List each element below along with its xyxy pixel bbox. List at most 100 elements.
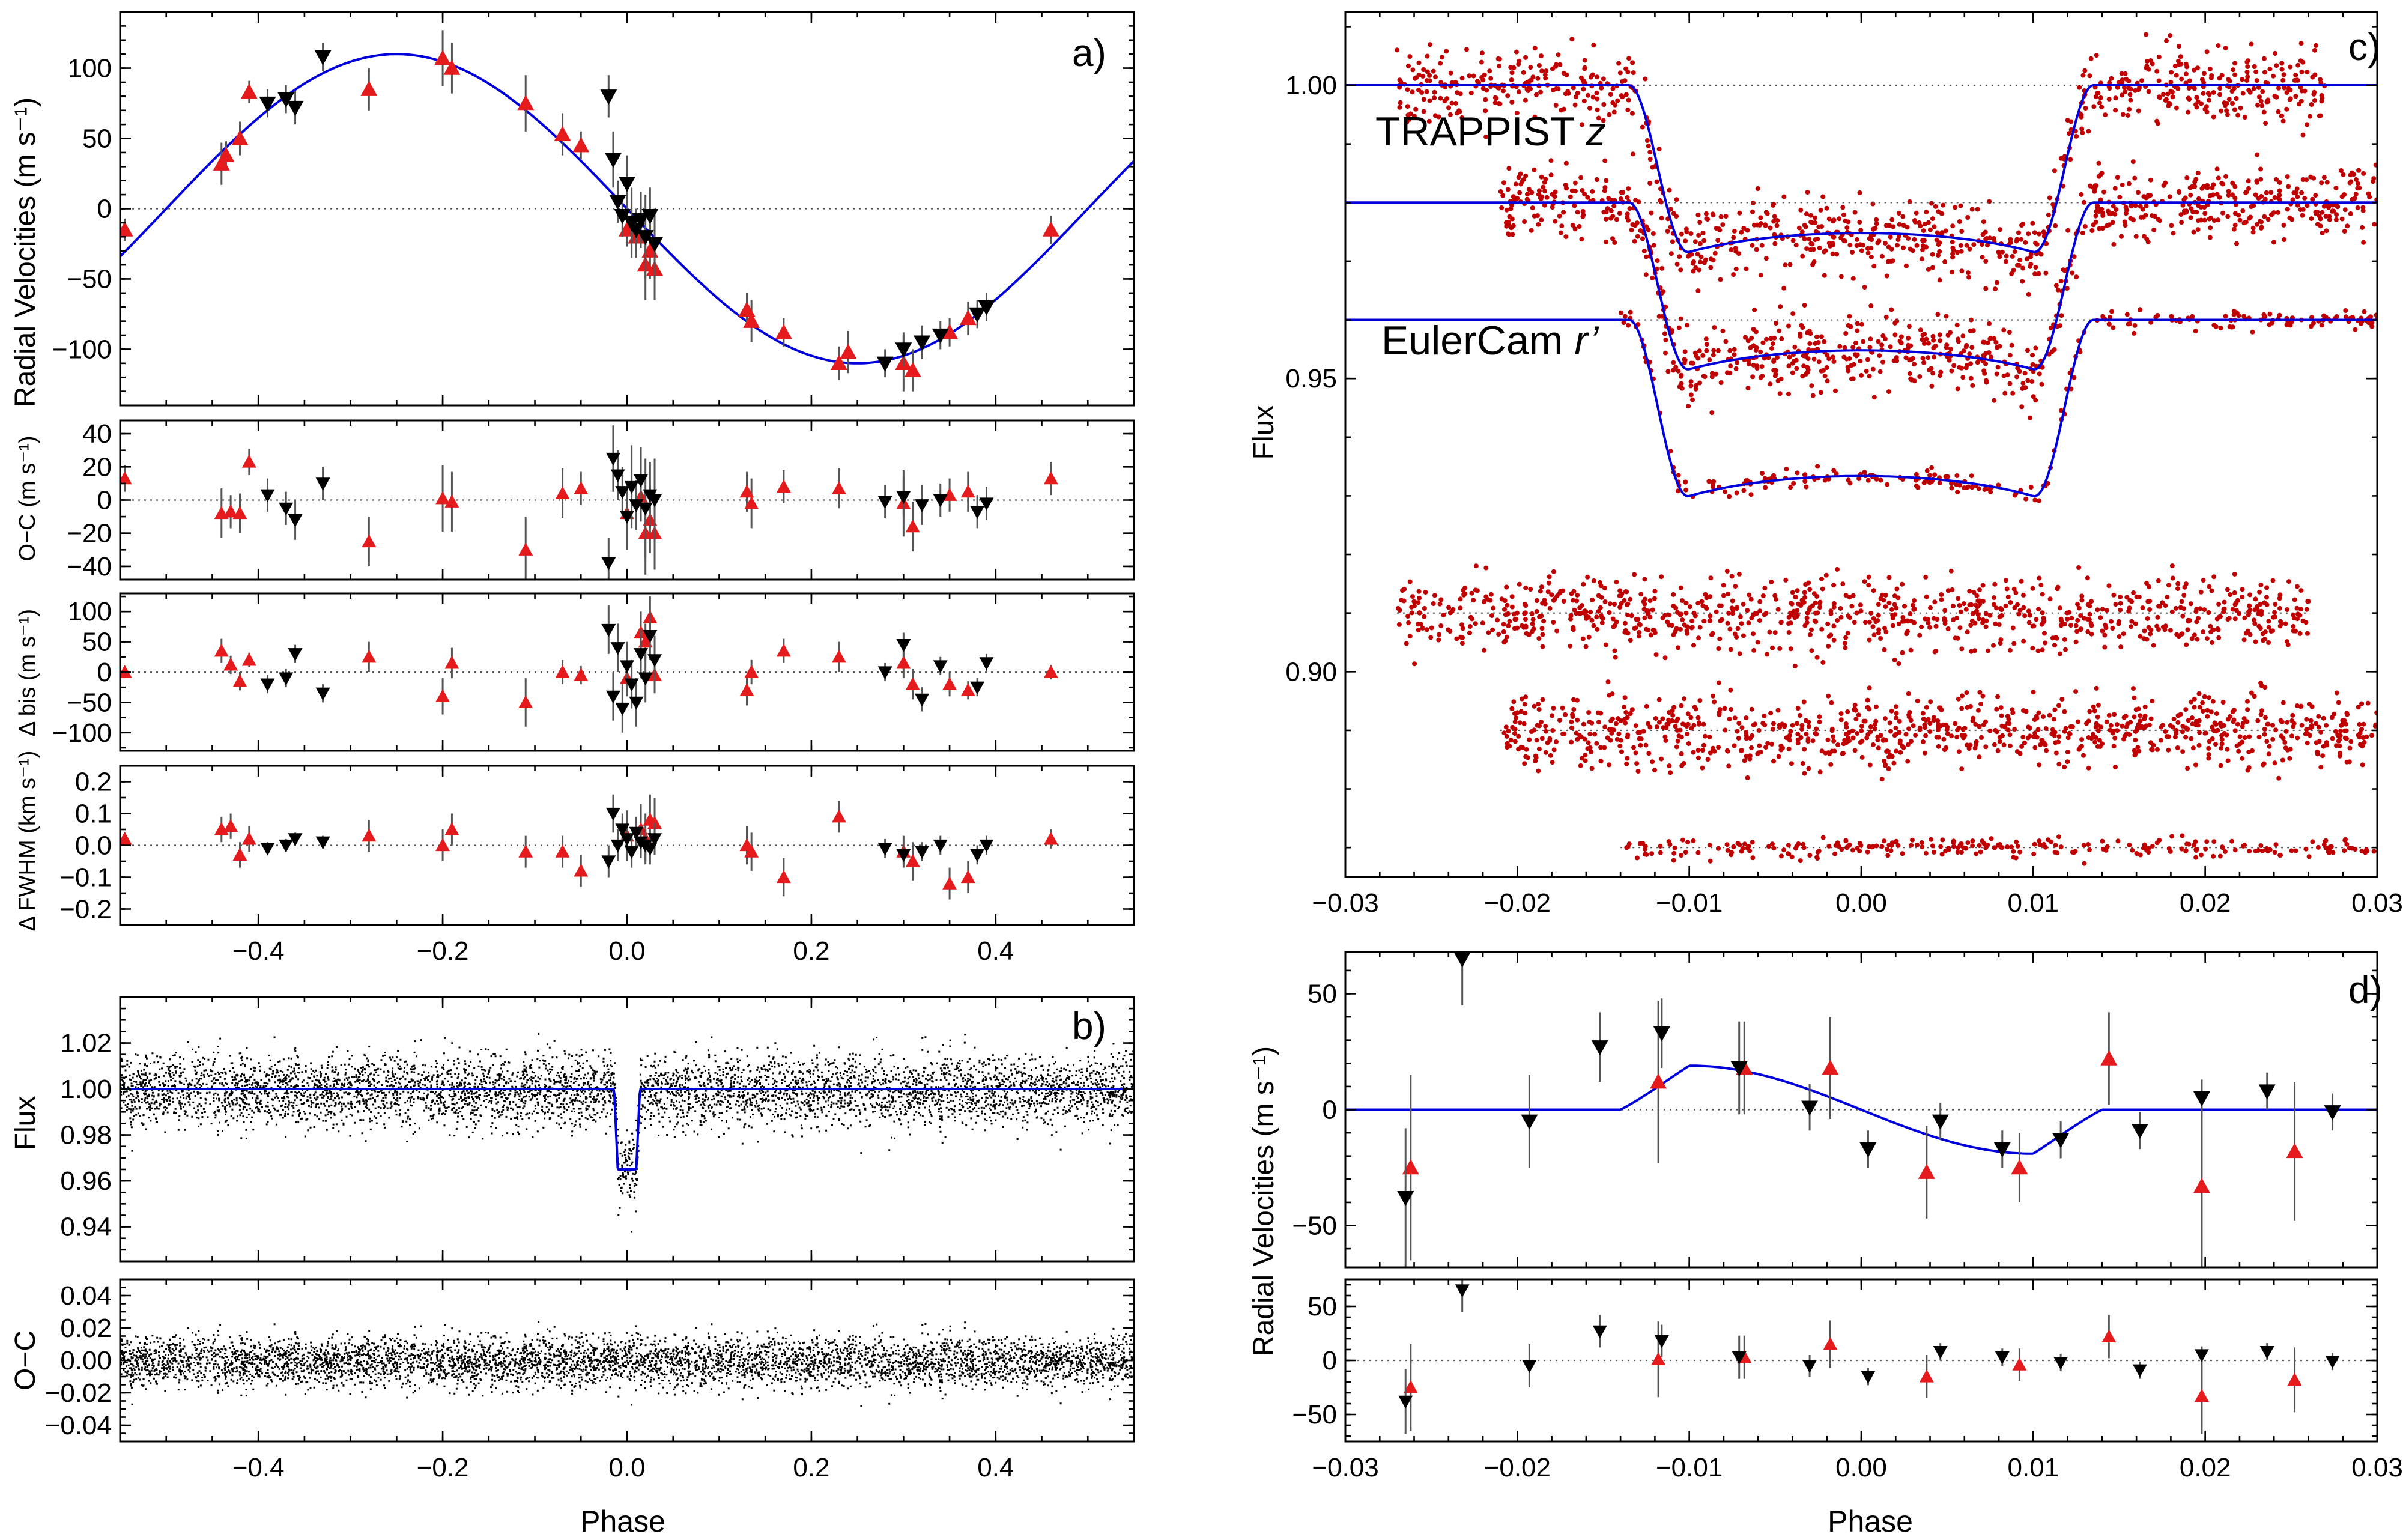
rv-point-up <box>435 689 450 702</box>
lightcurve-points <box>1624 833 2377 866</box>
rv-point-up <box>2194 1389 2209 1402</box>
y-tick-label: 0.0 <box>75 831 112 861</box>
y-tick-label: 100 <box>68 54 112 83</box>
rv-point-down <box>2194 1349 2209 1362</box>
rv-point-down <box>1591 1040 1608 1056</box>
y-tick-label: −0.1 <box>59 863 112 893</box>
xlabel-left: Phase <box>580 1505 665 1538</box>
lightcurve-points <box>1395 32 2327 297</box>
rv-point-down <box>615 702 630 716</box>
rv-point-up <box>572 137 590 153</box>
rv-point-up <box>213 155 230 171</box>
y-tick-label: 1.02 <box>60 1029 112 1058</box>
rv-point-down <box>279 502 294 516</box>
rv-point-down <box>1859 1142 1877 1158</box>
rv-point-down <box>896 849 911 862</box>
rv-point-down <box>933 494 948 508</box>
rv-point-up <box>942 876 957 890</box>
rv-point-up <box>1042 221 1059 237</box>
ylabel-b-oc: O−C <box>10 1330 41 1390</box>
y-tick-label: 50 <box>82 628 112 657</box>
rv-point-down <box>1522 1360 1537 1373</box>
rv-point-down <box>629 826 644 840</box>
rv-point-up <box>831 809 846 823</box>
rv-point-down <box>615 823 630 837</box>
rv-point-down <box>2324 1105 2341 1121</box>
rv-point-down <box>979 497 994 511</box>
rv-point-down <box>876 356 894 372</box>
model-curve <box>1345 318 2377 498</box>
rv-point-down <box>288 514 303 527</box>
plot-area <box>1345 32 2377 866</box>
rv-point-up <box>744 844 759 858</box>
rv-point-down <box>896 491 911 504</box>
rv-point-down <box>605 807 620 821</box>
rv-point-down <box>604 153 622 168</box>
rv-point-up <box>435 838 450 852</box>
rv-point-up <box>960 870 975 884</box>
y-tick-label: −0.2 <box>59 895 112 924</box>
rv-point-down <box>1653 1026 1670 1042</box>
rv-point-down <box>286 100 304 117</box>
rv-point-down <box>609 195 626 210</box>
plot-area <box>120 30 1134 392</box>
y-tick-label: −0.02 <box>45 1378 112 1408</box>
plot-area <box>1345 952 2377 1267</box>
rv-point-up <box>518 844 533 858</box>
y-tick-label: −50 <box>1292 1400 1337 1429</box>
rv-point-down <box>610 839 625 853</box>
rv-point-down <box>978 300 995 316</box>
rv-point-down <box>315 687 330 701</box>
x-tick-label: 0.0 <box>608 1453 645 1482</box>
rv-point-down <box>641 208 659 225</box>
panel-b-oc: 0.04 0.02 0.00 −0.02 −0.04 −0.4 −0.2 0.0 0.2 0.4 <box>45 1278 1135 1482</box>
rv-point-down <box>634 648 649 661</box>
rv-point-up <box>241 455 256 468</box>
rv-point-down <box>915 846 930 859</box>
plot-area <box>1345 1279 2377 1434</box>
rv-point-up <box>1651 1352 1666 1365</box>
rv-point-down <box>1654 1335 1669 1348</box>
rv-point-up <box>241 652 256 666</box>
rv-point-down <box>600 89 617 105</box>
rv-point-up <box>1919 1369 1934 1383</box>
model-curve <box>1345 1064 2377 1155</box>
rv-point-up <box>574 481 589 494</box>
rv-point-down <box>914 335 931 351</box>
rv-point-down <box>647 654 662 667</box>
y-tick-label: 0 <box>1323 1346 1337 1375</box>
panel-label-c: c) <box>2348 25 2380 68</box>
rv-point-up <box>555 486 570 500</box>
rv-point-up <box>120 831 132 845</box>
y-tick-label: 0.95 <box>1285 364 1337 393</box>
rv-point-up <box>434 50 452 65</box>
rv-point-up <box>744 496 759 509</box>
x-tick-label: 0.02 <box>2180 1453 2231 1482</box>
ylabel-d-rv: Radial Velocities (m s⁻¹) <box>1248 1046 1280 1356</box>
rv-point-down <box>1993 1142 2011 1158</box>
x-tick-label: −0.01 <box>1656 888 1723 918</box>
y-tick-label: 50 <box>82 124 112 154</box>
rv-point-down <box>620 511 634 524</box>
rv-point-up <box>232 674 247 687</box>
panel-c-lightcurves: 1.00 0.95 0.90 −0.03 −0.02 −0.01 0.00 0.01 0.02 0… <box>1285 11 2403 918</box>
rv-point-up <box>2011 1159 2028 1175</box>
rv-point-up <box>223 819 238 832</box>
y-tick-label: −100 <box>52 335 112 364</box>
lightcurve-points <box>1396 563 2311 668</box>
rv-point-up <box>232 847 247 861</box>
rv-point-down <box>638 672 653 686</box>
y-tick-label: 0.1 <box>75 799 112 829</box>
label-eulercam-text: EulerCam <box>1381 318 1574 363</box>
rv-point-up <box>831 481 846 494</box>
rv-point-up <box>905 519 920 533</box>
rv-point-down <box>915 693 930 707</box>
rv-point-up <box>743 312 760 328</box>
rv-point-up <box>555 665 570 678</box>
rv-point-down <box>1398 1395 1413 1409</box>
rv-point-down <box>1861 1371 1876 1384</box>
ylabel-c-flux: Flux <box>1248 405 1280 460</box>
rv-point-up <box>231 130 249 145</box>
